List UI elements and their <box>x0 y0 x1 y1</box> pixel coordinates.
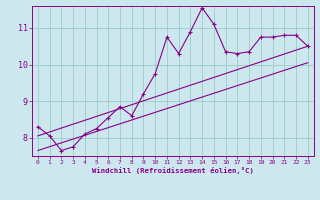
X-axis label: Windchill (Refroidissement éolien,°C): Windchill (Refroidissement éolien,°C) <box>92 167 254 174</box>
